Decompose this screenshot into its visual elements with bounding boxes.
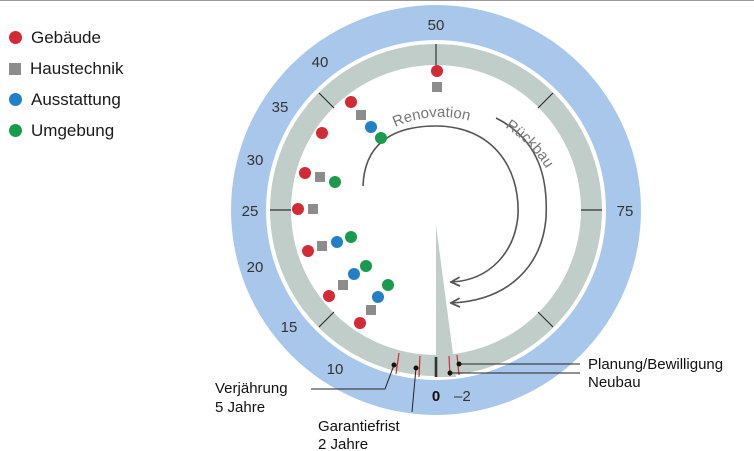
label-75: 75: [617, 203, 634, 220]
dot-gebaeude: [302, 245, 314, 257]
renovation-arc: [362, 125, 519, 282]
legend: Gebäude Haustechnik Ausstattung Umgebung: [9, 22, 124, 146]
rueckbau-arc: [452, 117, 548, 303]
tick-90: [537, 311, 554, 328]
garantiefrist-value: 2 Jahre: [318, 436, 368, 451]
tick-15: [318, 311, 335, 328]
dot-gebaeude: [299, 167, 311, 179]
square-haustechnik: [315, 172, 325, 182]
leader-verjaehrung: [311, 364, 395, 390]
dot-umgebung: [360, 260, 372, 272]
planning-wedge: [436, 225, 456, 377]
label-0: 0: [432, 388, 440, 405]
top-divider: [0, 0, 754, 1]
label-20: 20: [247, 259, 264, 276]
marker-garantiefrist: [418, 355, 421, 378]
verjaehrung-value: 5 Jahre: [215, 399, 265, 416]
label-minus-2: –2: [454, 388, 471, 405]
leader-dot: [447, 370, 453, 376]
leader-dot: [391, 362, 397, 368]
square-haustechnik: [308, 204, 318, 214]
legend-item-umgebung: Umgebung: [9, 115, 124, 146]
verjaehrung-label: Verjährung: [215, 380, 288, 397]
dot-umgebung: [382, 279, 394, 291]
legend-label: Haustechnik: [30, 58, 124, 78]
blue-dot-icon: [9, 93, 22, 106]
leader-dots: [391, 361, 462, 376]
leader-dot: [456, 361, 462, 367]
component-markers: [292, 65, 443, 329]
dot-ausstattung: [365, 121, 377, 133]
dot-gebaeude: [354, 317, 366, 329]
leader-dot: [413, 365, 419, 371]
dot-gebaeude: [431, 65, 443, 77]
green-dot-icon: [9, 124, 22, 137]
dot-gebaeude: [292, 203, 304, 215]
dot-ausstattung: [372, 291, 384, 303]
tick-60: [537, 92, 554, 109]
dot-umgebung: [329, 176, 341, 188]
square-haustechnik: [366, 305, 376, 315]
square-haustechnik: [338, 280, 348, 290]
dot-gebaeude: [345, 96, 357, 108]
dot-ausstattung: [348, 268, 360, 280]
scale-ticks: [270, 44, 602, 377]
legend-label: Ausstattung: [31, 89, 121, 109]
dot-gebaeude: [323, 290, 335, 302]
legend-item-haustechnik: Haustechnik: [9, 53, 124, 84]
label-50: 50: [428, 17, 445, 34]
leader-garantiefrist: [411, 367, 417, 413]
tick-40: [318, 92, 335, 109]
legend-item-ausstattung: Ausstattung: [9, 84, 124, 115]
legend-label: Umgebung: [31, 120, 115, 140]
label-35: 35: [272, 99, 289, 116]
label-10: 10: [327, 361, 344, 378]
scale-labels: 50 40 35 30 25 20 15 10 75 0 –2: [242, 17, 634, 405]
label-25: 25: [242, 203, 259, 220]
dot-gebaeude: [316, 127, 328, 139]
planung-label: Planung/Bewilligung: [588, 356, 723, 373]
square-haustechnik: [356, 110, 366, 120]
legend-label: Gebäude: [31, 27, 101, 47]
square-haustechnik: [317, 241, 327, 251]
dot-ausstattung: [331, 236, 343, 248]
label-40: 40: [312, 54, 329, 71]
annotations: Verjährung 5 Jahre Garantiefrist 2 Jahre…: [215, 356, 723, 451]
dot-umgebung: [345, 231, 357, 243]
label-30: 30: [247, 152, 264, 169]
square-haustechnik: [432, 82, 442, 92]
neubau-label: Neubau: [588, 374, 641, 391]
marker-verjaehrung: [395, 352, 400, 375]
label-15: 15: [281, 319, 298, 336]
inner-face: [291, 65, 581, 355]
dot-umgebung: [375, 132, 387, 144]
gray-square-icon: [9, 62, 21, 75]
red-dot-icon: [9, 31, 22, 44]
leader-lines: [311, 363, 580, 413]
garantiefrist-label: Garantiefrist: [318, 418, 401, 435]
legend-item-gebaeude: Gebäude: [9, 22, 124, 53]
